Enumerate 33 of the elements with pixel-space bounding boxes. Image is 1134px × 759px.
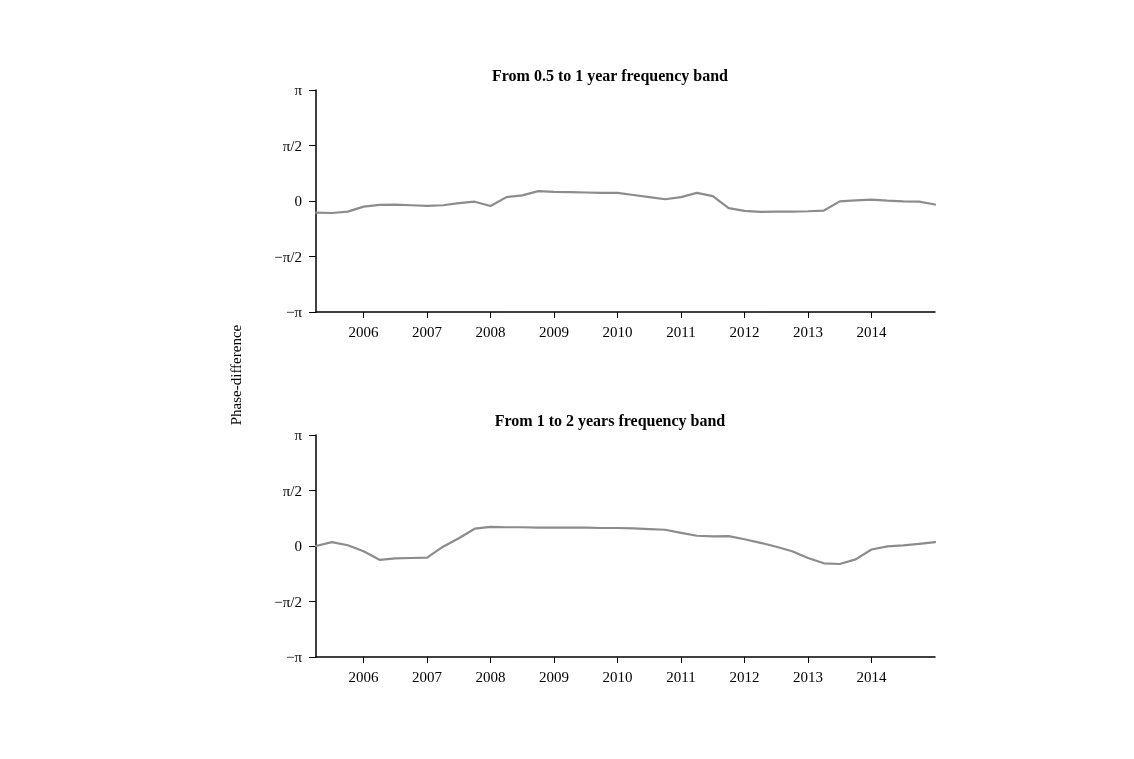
x-tick-label: 2012 [729, 668, 760, 685]
x-tick-label: 2011 [666, 668, 696, 685]
y-tick-label: −π/2 [274, 593, 302, 610]
x-tick-label: 2010 [602, 668, 633, 685]
x-tick-label: 2007 [412, 668, 443, 685]
y-tick-label: π [294, 427, 303, 443]
x-tick-label: 2006 [348, 323, 380, 340]
x-tick-label: 2014 [856, 323, 888, 340]
y-axis-title: Phase-difference [227, 324, 245, 426]
y-tick-label: π/2 [282, 482, 302, 499]
x-tick-label: 2010 [602, 323, 633, 340]
x-tick-label: 2014 [856, 668, 888, 685]
x-tick-label: 2012 [729, 323, 760, 340]
x-tick-label: 2011 [666, 323, 696, 340]
line-series [314, 525, 937, 566]
x-tick-label: 2013 [793, 323, 824, 340]
y-tick-label: 0 [294, 193, 302, 209]
y-tick-label: −π [285, 304, 303, 320]
x-tick-label: 2007 [412, 323, 443, 340]
y-tick-label: π/2 [282, 137, 302, 154]
x-tick-label: 2006 [348, 668, 380, 685]
x-tick-label: 2008 [475, 668, 506, 685]
y-tick-label: −π [285, 649, 303, 665]
y-tick-label: −π/2 [274, 248, 302, 265]
y-tick-label: 0 [294, 538, 302, 554]
line-series [314, 190, 937, 215]
x-tick-label: 2009 [539, 668, 570, 685]
x-tick-label: 2008 [475, 323, 506, 340]
chart-title: From 0.5 to 1 year frequency band [492, 66, 729, 85]
y-tick-label: π [294, 82, 303, 98]
x-tick-label: 2013 [793, 668, 824, 685]
chart-title: From 1 to 2 years frequency band [494, 411, 726, 430]
x-tick-label: 2009 [539, 323, 570, 340]
